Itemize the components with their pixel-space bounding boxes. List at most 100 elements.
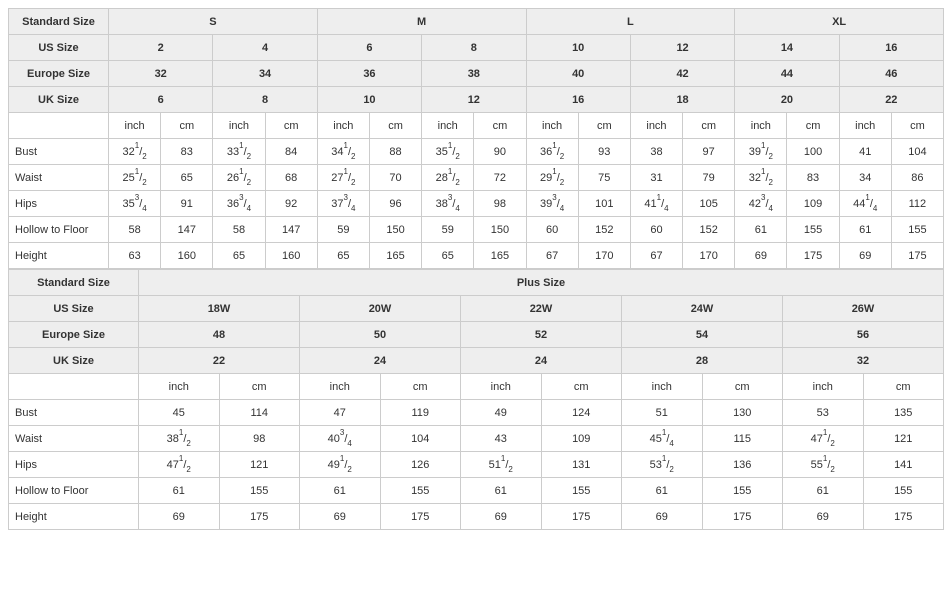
header-std-XL: XL	[735, 9, 944, 35]
unit-inch: inch	[109, 113, 161, 139]
measure-inch: 531/2	[622, 452, 703, 478]
measure-inch: 69	[735, 243, 787, 269]
header-eu-size: Europe Size	[9, 61, 109, 87]
measure-inch: 67	[526, 243, 578, 269]
uk-size-cell: 8	[213, 87, 317, 113]
measure-cm: 175	[219, 504, 300, 530]
uk-size-cell: 22	[839, 87, 943, 113]
measure-inch: 391/2	[735, 139, 787, 165]
measure-inch: 59	[317, 217, 369, 243]
measure-cm: 72	[474, 165, 526, 191]
measure-cm: 83	[787, 165, 839, 191]
header-standard-size-2: Standard Size	[9, 270, 139, 296]
eu-size-cell: 56	[783, 322, 944, 348]
unit-inch: inch	[213, 113, 265, 139]
eu-size-cell: 52	[461, 322, 622, 348]
measure-inch: 321/2	[109, 139, 161, 165]
measure-cm: 88	[369, 139, 421, 165]
unit-cm: cm	[380, 374, 461, 400]
unit-cm: cm	[702, 374, 783, 400]
measure-inch: 261/2	[213, 165, 265, 191]
measure-inch: 381/2	[139, 426, 220, 452]
measure-inch: 69	[300, 504, 381, 530]
measure-inch: 69	[783, 504, 864, 530]
measure-cm: 141	[863, 452, 944, 478]
measure-inch: 393/4	[526, 191, 578, 217]
measure-inch: 351/2	[422, 139, 474, 165]
measure-cm: 147	[161, 217, 213, 243]
measure-cm: 155	[541, 478, 622, 504]
measure-inch: 31	[630, 165, 682, 191]
measure-cm: 104	[380, 426, 461, 452]
measure-inch: 61	[300, 478, 381, 504]
measure-inch: 331/2	[213, 139, 265, 165]
header-std-S: S	[109, 9, 318, 35]
measure-cm: 155	[702, 478, 783, 504]
measure-inch: 69	[622, 504, 703, 530]
uk-size-cell: 20	[735, 87, 839, 113]
measure-inch: 61	[839, 217, 891, 243]
measure-inch: 47	[300, 400, 381, 426]
measure-cm: 170	[683, 243, 735, 269]
measure-cm: 121	[863, 426, 944, 452]
unit-cm: cm	[161, 113, 213, 139]
unit-inch: inch	[630, 113, 682, 139]
unit-inch: inch	[139, 374, 220, 400]
measure-inch: 291/2	[526, 165, 578, 191]
measure-label: Bust	[9, 400, 139, 426]
measure-cm: 124	[541, 400, 622, 426]
unit-row-spacer	[9, 113, 109, 139]
unit-cm: cm	[265, 113, 317, 139]
measure-cm: 150	[474, 217, 526, 243]
eu-size-cell: 42	[630, 61, 734, 87]
unit-inch: inch	[461, 374, 542, 400]
unit-cm: cm	[219, 374, 300, 400]
uk-size-cell: 32	[783, 348, 944, 374]
unit-inch: inch	[839, 113, 891, 139]
unit-cm: cm	[683, 113, 735, 139]
measure-inch: 281/2	[422, 165, 474, 191]
measure-inch: 271/2	[317, 165, 369, 191]
measure-inch: 59	[422, 217, 474, 243]
header-uk-size: UK Size	[9, 87, 109, 113]
measure-inch: 61	[461, 478, 542, 504]
measure-cm: 114	[219, 400, 300, 426]
measure-cm: 83	[161, 139, 213, 165]
measure-label: Bust	[9, 139, 109, 165]
eu-size-cell: 32	[109, 61, 213, 87]
measure-cm: 147	[265, 217, 317, 243]
eu-size-cell: 46	[839, 61, 943, 87]
measure-cm: 152	[578, 217, 630, 243]
measure-inch: 49	[461, 400, 542, 426]
us-size-cell: 16	[839, 35, 943, 61]
measure-label: Hips	[9, 191, 109, 217]
measure-inch: 451/4	[622, 426, 703, 452]
measure-cm: 160	[161, 243, 213, 269]
measure-cm: 170	[578, 243, 630, 269]
eu-size-cell: 38	[422, 61, 526, 87]
us-size-cell: 24W	[622, 296, 783, 322]
measure-cm: 155	[787, 217, 839, 243]
measure-label: Height	[9, 243, 109, 269]
measure-inch: 383/4	[422, 191, 474, 217]
measure-cm: 91	[161, 191, 213, 217]
measure-cm: 175	[541, 504, 622, 530]
measure-cm: 126	[380, 452, 461, 478]
us-size-cell: 6	[317, 35, 421, 61]
measure-inch: 60	[526, 217, 578, 243]
header-uk-size-2: UK Size	[9, 348, 139, 374]
eu-size-cell: 34	[213, 61, 317, 87]
measure-inch: 491/2	[300, 452, 381, 478]
us-size-cell: 20W	[300, 296, 461, 322]
us-size-cell: 14	[735, 35, 839, 61]
header-standard-size: Standard Size	[9, 9, 109, 35]
measure-inch: 373/4	[317, 191, 369, 217]
measure-cm: 175	[863, 504, 944, 530]
eu-size-cell: 50	[300, 322, 461, 348]
uk-size-cell: 24	[300, 348, 461, 374]
unit-inch: inch	[735, 113, 787, 139]
measure-inch: 353/4	[109, 191, 161, 217]
measure-cm: 109	[787, 191, 839, 217]
us-size-cell: 12	[630, 35, 734, 61]
measure-cm: 175	[380, 504, 461, 530]
